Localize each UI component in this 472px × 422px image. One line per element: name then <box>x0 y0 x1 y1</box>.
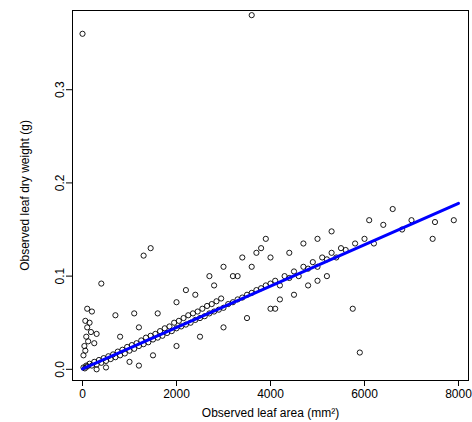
svg-text:0.1: 0.1 <box>53 267 67 284</box>
svg-text:0.2: 0.2 <box>53 174 67 191</box>
svg-text:0: 0 <box>79 387 86 401</box>
svg-text:8000: 8000 <box>445 387 472 401</box>
svg-text:2000: 2000 <box>163 387 190 401</box>
svg-text:0.3: 0.3 <box>53 81 67 98</box>
svg-text:Observed leaf area (mm²): Observed leaf area (mm²) <box>202 406 339 420</box>
svg-text:Observed leaf dry weight (g): Observed leaf dry weight (g) <box>18 120 32 271</box>
svg-text:6000: 6000 <box>351 387 378 401</box>
svg-text:0.0: 0.0 <box>53 361 67 378</box>
svg-text:4000: 4000 <box>257 387 284 401</box>
